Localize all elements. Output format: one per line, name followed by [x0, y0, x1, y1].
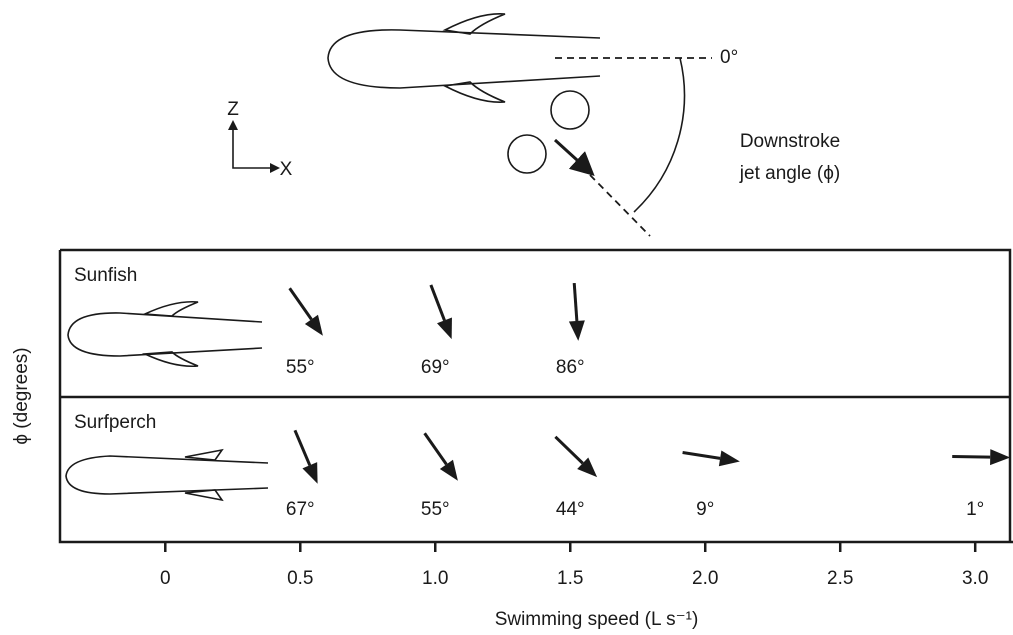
angle-label: 86°: [556, 357, 585, 378]
vortex: [508, 135, 546, 173]
sunfish-icon: [68, 302, 262, 367]
fish-outline: [66, 456, 268, 494]
arrow-shaft: [295, 430, 310, 465]
jet-arrow: [555, 140, 588, 170]
fin: [145, 302, 198, 367]
arrow-shaft: [431, 285, 445, 320]
angle-label: 1°: [966, 499, 984, 520]
jet-arrow: [952, 449, 1010, 465]
legend-label: Surfperch: [74, 412, 156, 433]
legend-label: Sunfish: [74, 265, 137, 286]
arrow-head: [990, 449, 1010, 465]
jet-arrow: [683, 451, 740, 467]
fish-outline: [68, 313, 262, 356]
jet-label: jet angle (ϕ): [739, 163, 840, 184]
figure: Z X 0° Downstroke jet angle (ϕ) 0 0.5 1.0 1…: [0, 0, 1013, 635]
arrow-head: [440, 460, 458, 481]
x-tick-label: 2.5: [827, 568, 853, 589]
zero-label: 0°: [720, 47, 738, 68]
arrow-shaft: [952, 456, 990, 457]
fin: [445, 82, 505, 102]
arrow-head: [719, 451, 740, 467]
surfperch-icon: [66, 450, 268, 500]
jet-label: Downstroke: [740, 131, 840, 152]
angle-label: 55°: [421, 499, 450, 520]
x-tick-label: 1.5: [557, 568, 583, 589]
jet-arrow: [555, 437, 597, 477]
vortex: [551, 91, 589, 129]
axes-icon: [233, 130, 270, 168]
panel-frame: [60, 250, 1013, 542]
x-label: X: [280, 159, 293, 180]
arrow-shaft: [290, 288, 312, 319]
x-tick-label: 3.0: [962, 568, 988, 589]
angle-label: 67°: [286, 499, 315, 520]
angle-label: 9°: [696, 499, 714, 520]
arrow-shaft: [425, 433, 447, 464]
angle-label: 69°: [421, 357, 450, 378]
x-tick-label: 0: [160, 568, 171, 589]
x-tick-label: 2.0: [692, 568, 718, 589]
arrow-head: [302, 462, 317, 484]
arrow-head: [569, 320, 585, 341]
arrow-shaft: [683, 452, 721, 458]
jet-arrow: [295, 430, 318, 483]
z-label: Z: [227, 99, 239, 120]
x-tick-label: 1.0: [422, 568, 448, 589]
y-axis-label: ϕ (degrees): [11, 347, 32, 444]
fin: [445, 14, 505, 34]
x-axis-label: Swimming speed (L s⁻¹): [495, 609, 699, 630]
jet-arrow: [290, 288, 323, 336]
x-tick-label: 0.5: [287, 568, 313, 589]
jet-arrow: [431, 285, 452, 339]
fin: [185, 450, 222, 500]
fish-outline: [328, 30, 600, 88]
angle-label: 55°: [286, 357, 315, 378]
axes-heads: [228, 120, 280, 173]
schematic: Z X 0° Downstroke jet angle (ϕ): [227, 14, 840, 236]
jet-arrow: [569, 283, 585, 341]
arrow-shaft: [555, 437, 582, 463]
jet-arrow: [425, 433, 458, 481]
arrow-head: [305, 315, 323, 336]
angle-label: 44°: [556, 499, 585, 520]
arrow-head: [437, 318, 452, 340]
arrow-shaft: [574, 283, 577, 321]
angle-arc: [634, 58, 684, 212]
